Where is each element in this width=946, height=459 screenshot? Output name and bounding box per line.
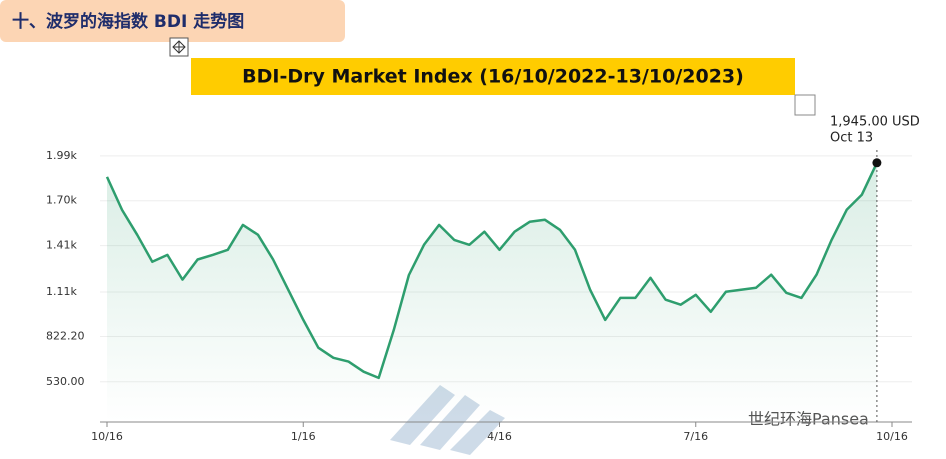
x-tick-label: 10/16 [876, 430, 908, 443]
tooltip-value: 1,945.00 USD [830, 115, 920, 130]
move-icon [172, 40, 186, 54]
checkbox[interactable] [794, 94, 816, 116]
title-box [0, 0, 345, 42]
last-point [872, 158, 882, 168]
y-tick-label: 1.70k [46, 194, 77, 207]
y-tick-label: 530.00 [46, 375, 85, 388]
y-tick-label: 822.20 [46, 330, 85, 343]
slide-title: 十、波罗的海指数 BDI 走势图 [12, 11, 244, 32]
line [105, 162, 879, 380]
x-tick-label: 7/16 [683, 430, 708, 443]
area [107, 162, 877, 423]
chart-title: BDI-Dry Market Index (16/10/2022-13/10/2… [242, 66, 744, 88]
tooltip-date: Oct 13 [830, 131, 873, 146]
y-tick-label: 1.99k [46, 149, 77, 162]
x-tick-label: 1/16 [291, 430, 316, 443]
y-tick-label: 1.41k [46, 239, 77, 252]
x-tick-label: 4/16 [487, 430, 512, 443]
tooltip [826, 112, 944, 148]
chart-title-banner [191, 58, 795, 95]
x-tick-label: 10/16 [91, 430, 123, 443]
y-tick-label: 1.11k [46, 285, 77, 298]
